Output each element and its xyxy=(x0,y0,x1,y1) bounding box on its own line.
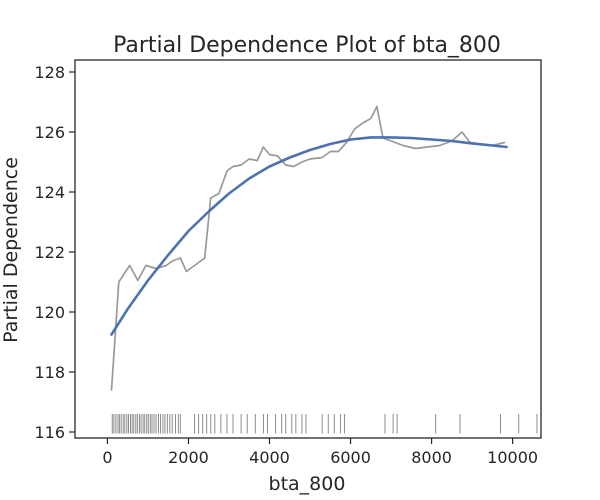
x-tick-label: 8000 xyxy=(411,448,452,467)
y-tick-label: 118 xyxy=(34,363,65,382)
x-tick-label: 2000 xyxy=(168,448,209,467)
x-tick-label: 10000 xyxy=(487,448,538,467)
x-tick-label: 0 xyxy=(102,448,112,467)
smoothed-trend-line xyxy=(110,136,508,336)
y-tick-label: 120 xyxy=(34,303,65,322)
y-tick-label: 126 xyxy=(34,123,65,142)
x-tick-label: 4000 xyxy=(249,448,290,467)
y-tick-label: 122 xyxy=(34,243,65,262)
x-tick-label: 6000 xyxy=(330,448,371,467)
chart-title: Partial Dependence Plot of bta_800 xyxy=(113,33,501,58)
plot-frame xyxy=(74,59,542,439)
x-axis-label: bta_800 xyxy=(269,473,346,495)
y-tick-label: 116 xyxy=(34,423,65,442)
y-tick-label: 124 xyxy=(34,183,65,202)
y-tick-label: 128 xyxy=(34,63,65,82)
plot-area: 0 2000 4000 6000 8000 10000 116 118 120 122 124 126… xyxy=(34,63,538,467)
y-axis-label: Partial Dependence xyxy=(0,157,22,343)
raw-partial-dependence-line xyxy=(110,105,506,391)
